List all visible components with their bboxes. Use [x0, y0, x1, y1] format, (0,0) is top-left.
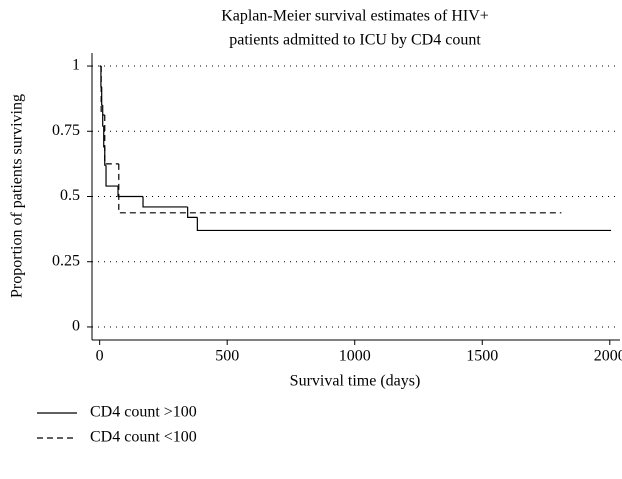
- survival-step: [187, 206, 198, 218]
- y-axis-title: Proportion of patients surviving: [9, 94, 26, 298]
- survival-step: [104, 114, 119, 165]
- x-axis-title: Survival time (days): [290, 373, 421, 390]
- x-tick-label: 500: [215, 348, 239, 365]
- survival-step: [142, 196, 188, 208]
- survival-step: [101, 86, 103, 106]
- survival-step: [102, 105, 104, 127]
- y-tick-label: 0.5: [60, 187, 80, 204]
- survival-step: [118, 163, 562, 214]
- y-tick-label: 0: [72, 318, 80, 335]
- survival-step: [196, 217, 612, 232]
- chart-title: Kaplan-Meier survival estimates of HIV+: [221, 8, 489, 25]
- survival-step: [100, 66, 105, 116]
- y-tick-label: 0.75: [52, 122, 80, 139]
- x-tick-label: 1000: [339, 348, 371, 365]
- x-tick-label: 2000: [594, 348, 622, 365]
- x-tick-label: 1500: [466, 348, 498, 365]
- legend-label: CD4 count >100: [90, 404, 197, 421]
- legend-label: CD4 count <100: [90, 429, 197, 446]
- survival-step: [105, 165, 119, 187]
- chart-title: patients admitted to ICU by CD4 count: [229, 32, 481, 49]
- y-tick-label: 1: [72, 57, 80, 74]
- x-tick-label: 0: [96, 348, 104, 365]
- survival-step: [117, 186, 144, 198]
- y-tick-label: 0.25: [52, 252, 80, 269]
